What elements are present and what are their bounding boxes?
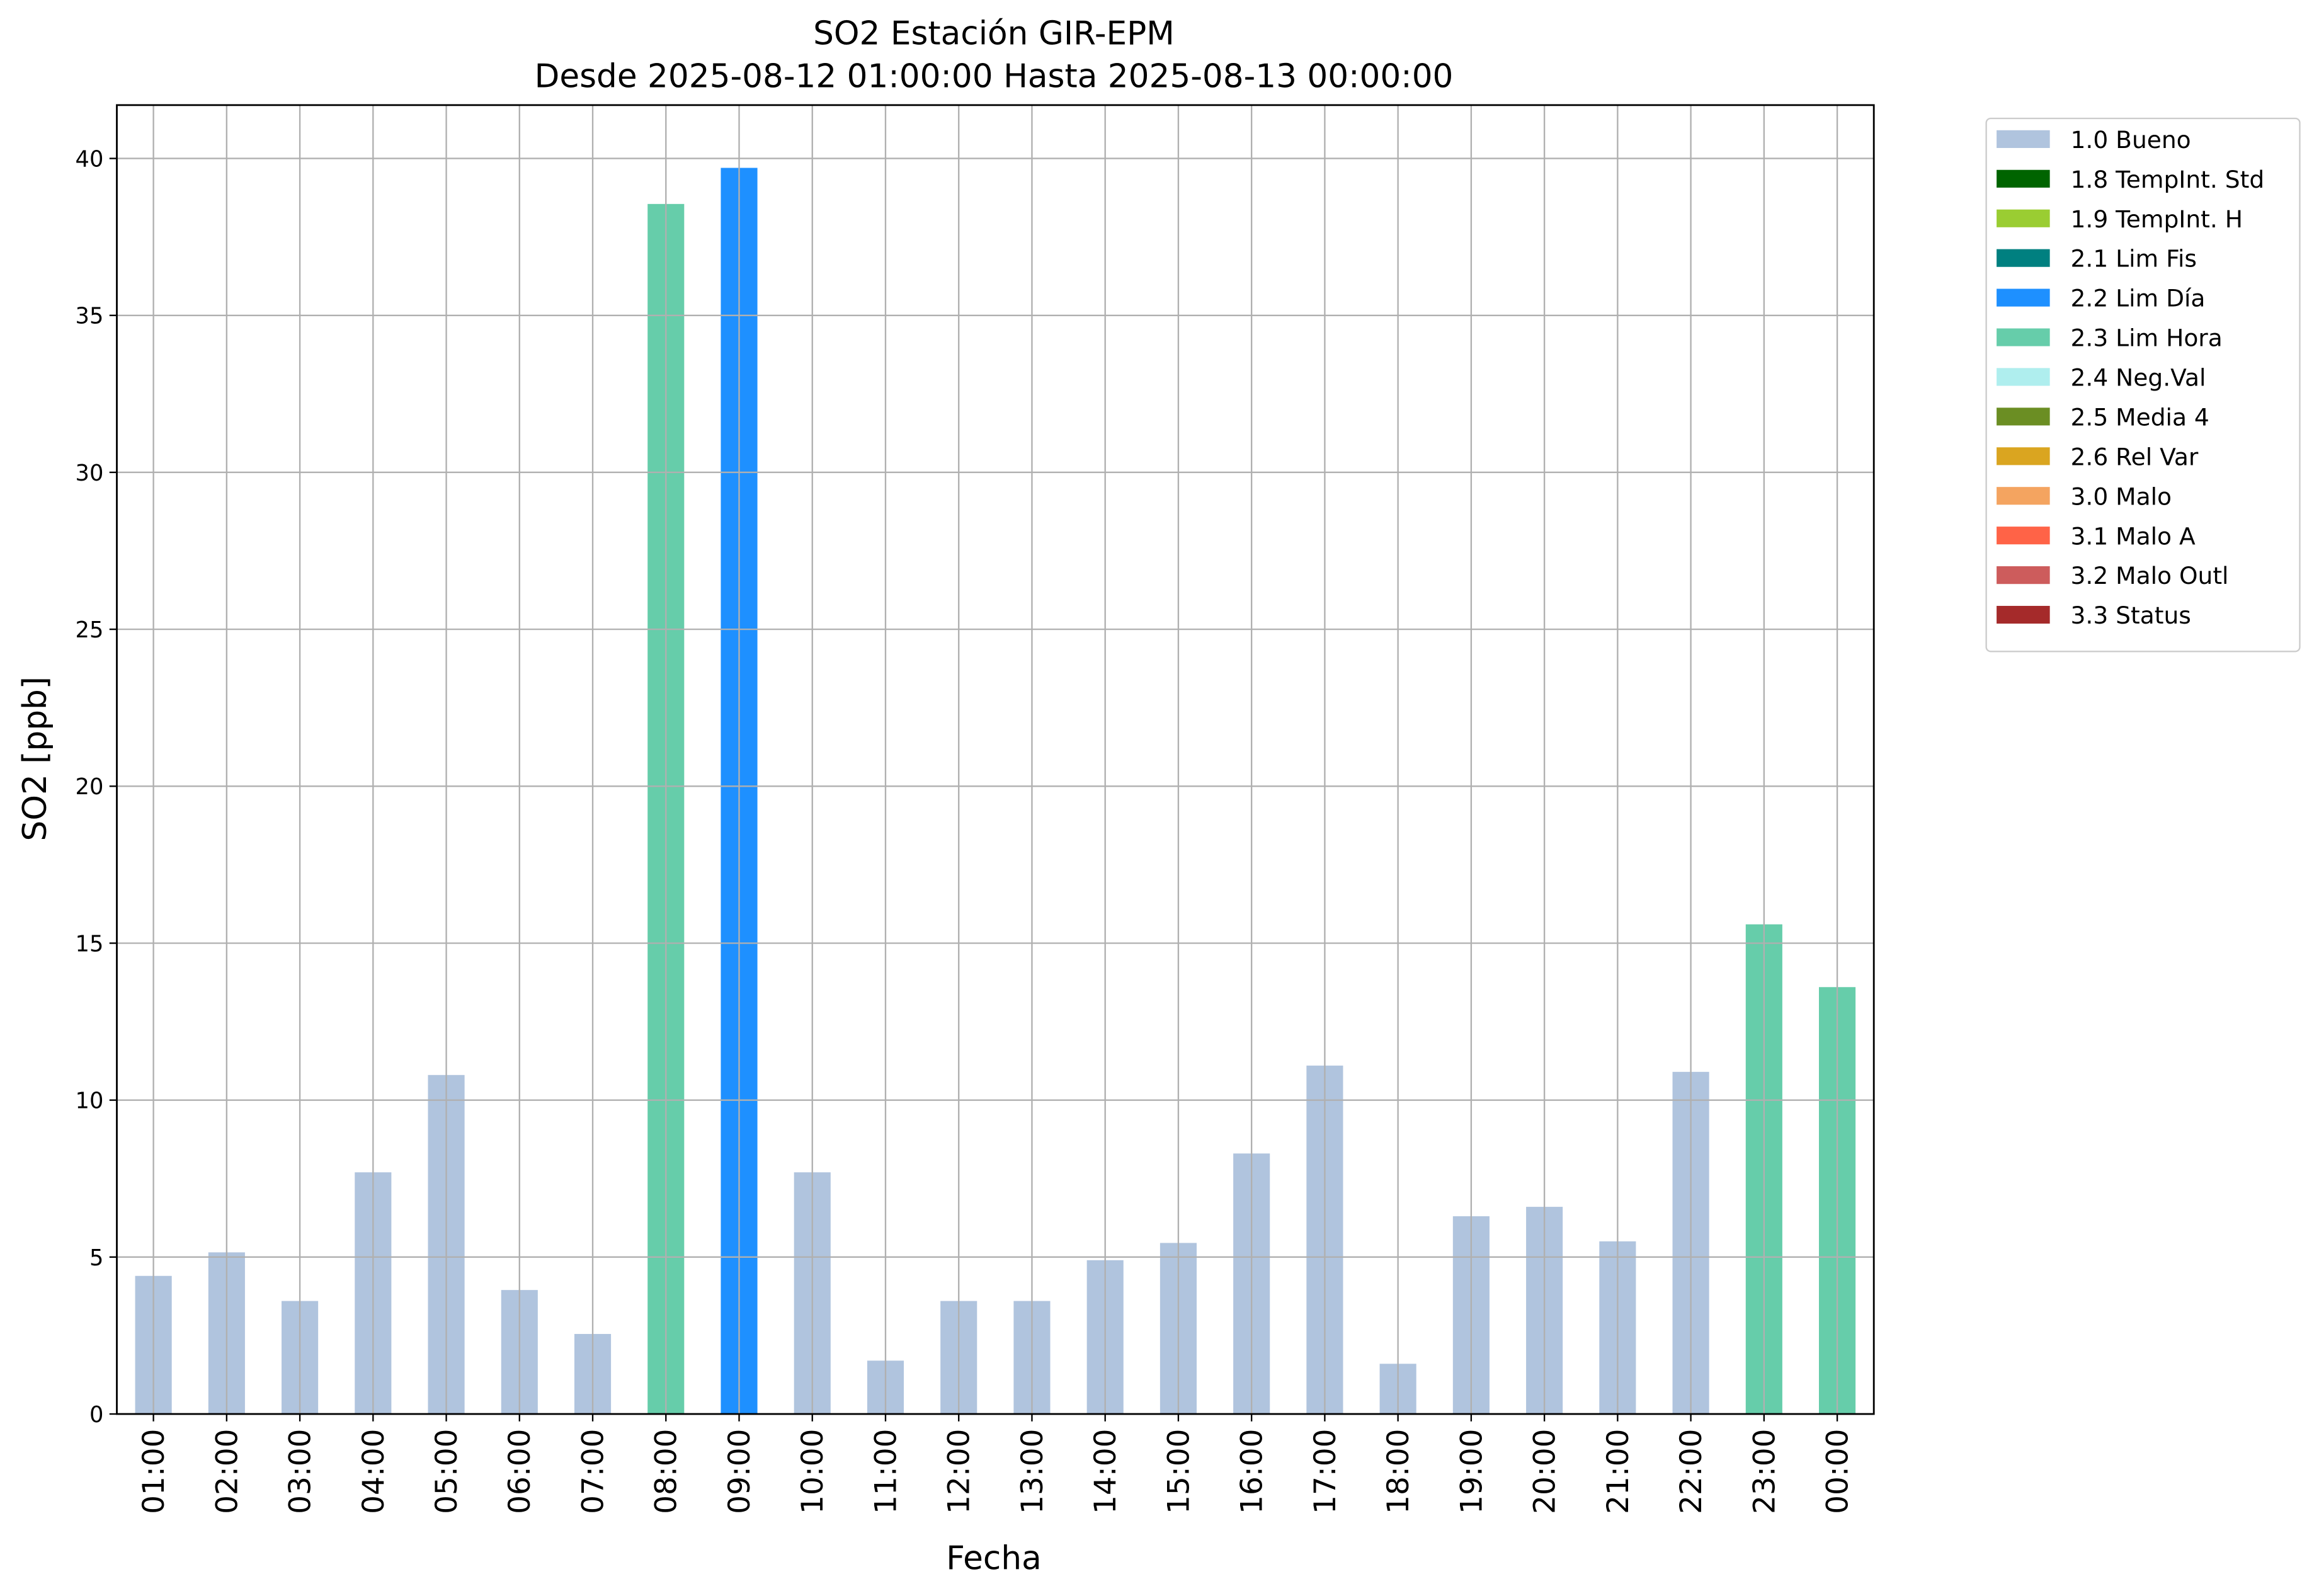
legend-label: 3.3 Status	[2071, 601, 2191, 629]
x-tick-label: 01:00	[137, 1429, 171, 1514]
x-tick-label: 16:00	[1235, 1429, 1270, 1514]
plot-frame	[116, 104, 1875, 1415]
x-tick-label: 09:00	[722, 1429, 757, 1514]
legend-swatch	[1997, 368, 2050, 386]
x-tick-label: 00:00	[1821, 1429, 1855, 1514]
legend-swatch	[1997, 527, 2050, 545]
x-tick-label: 20:00	[1528, 1429, 1563, 1514]
x-tick-label: 23:00	[1747, 1429, 1782, 1514]
legend-swatch	[1997, 605, 2050, 624]
legend-label: 2.6 Rel Var	[2071, 443, 2199, 470]
chart-title: SO2 Estación GIR-EPM	[813, 15, 1175, 53]
x-tick-label: 05:00	[430, 1429, 464, 1514]
x-tick-label: 19:00	[1454, 1429, 1489, 1514]
y-tick-label: 25	[76, 617, 104, 643]
x-tick-label: 17:00	[1308, 1429, 1343, 1514]
y-tick-label: 30	[76, 460, 104, 486]
y-tick-label: 5	[89, 1245, 103, 1271]
x-tick-label: 02:00	[210, 1429, 244, 1514]
legend-swatch	[1997, 249, 2050, 267]
x-tick-label: 10:00	[795, 1429, 830, 1514]
x-tick-label: 08:00	[649, 1429, 684, 1514]
legend-swatch	[1997, 288, 2050, 307]
x-tick-label: 18:00	[1381, 1429, 1416, 1514]
legend-box	[1985, 117, 2301, 653]
y-tick-label: 0	[89, 1402, 103, 1428]
y-tick-label: 35	[76, 304, 104, 329]
legend-swatch	[1997, 566, 2050, 584]
legend-label: 2.3 Lim Hora	[2071, 324, 2223, 352]
x-tick-label: 22:00	[1674, 1429, 1709, 1514]
legend-label: 1.8 TempInt. Std	[2071, 166, 2265, 193]
chart-subtitle: Desde 2025-08-12 01:00:00 Hasta 2025-08-…	[535, 58, 1454, 96]
x-tick-label: 13:00	[1015, 1429, 1050, 1514]
x-tick-label: 03:00	[283, 1429, 318, 1514]
y-tick-label: 15	[76, 931, 104, 957]
legend-swatch	[1997, 130, 2050, 148]
legend-swatch	[1997, 408, 2050, 426]
y-tick-label: 10	[76, 1088, 104, 1114]
y-tick-label: 40	[76, 146, 104, 172]
x-tick-label: 07:00	[576, 1429, 610, 1514]
legend-label: 2.1 Lim Fis	[2071, 245, 2197, 273]
legend-label: 2.4 Neg.Val	[2071, 364, 2206, 392]
legend-label: 3.2 Malo Outl	[2071, 562, 2229, 590]
legend-label: 2.2 Lim Día	[2071, 285, 2206, 312]
x-tick-label: 14:00	[1088, 1429, 1123, 1514]
x-tick-label: 04:00	[356, 1429, 391, 1514]
legend-swatch	[1997, 487, 2050, 505]
y-axis-label: SO2 [ppb]	[16, 676, 54, 841]
x-tick-label: 21:00	[1601, 1429, 1636, 1514]
legend-swatch	[1997, 328, 2050, 346]
x-axis-label: Fecha	[946, 1540, 1041, 1578]
legend-swatch	[1997, 169, 2050, 188]
legend-swatch	[1997, 447, 2050, 465]
legend-label: 1.9 TempInt. H	[2071, 205, 2243, 233]
legend-label: 3.1 Malo A	[2071, 522, 2196, 550]
x-tick-label: 06:00	[503, 1429, 537, 1514]
legend-label: 3.0 Malo	[2071, 482, 2172, 510]
legend-label: 1.0 Bueno	[2071, 126, 2191, 154]
legend-swatch	[1997, 209, 2050, 227]
y-tick-label: 20	[76, 774, 104, 800]
legend-label: 2.5 Media 4	[2071, 403, 2209, 431]
x-tick-label: 12:00	[942, 1429, 977, 1514]
x-tick-label: 11:00	[869, 1429, 903, 1514]
x-tick-label: 15:00	[1161, 1429, 1196, 1514]
